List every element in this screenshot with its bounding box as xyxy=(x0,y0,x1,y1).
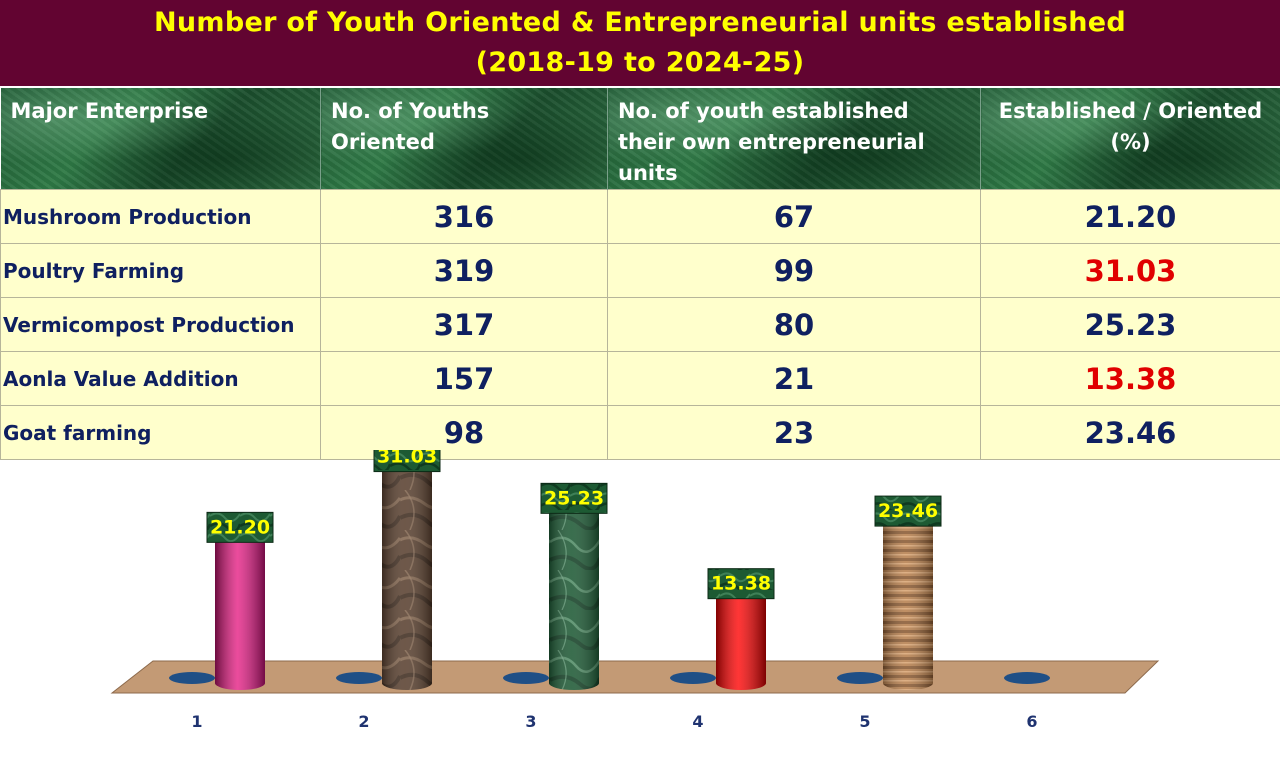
bar-shadow xyxy=(169,672,215,684)
bar-shadow xyxy=(670,672,716,684)
bar-chart: 1 21.20 2 31.03 3 25.23 4 13.38 5 23.46 6 xyxy=(110,450,1160,731)
x-tick-label: 2 xyxy=(358,712,369,731)
page-subtitle: (2018-19 to 2024-25) xyxy=(475,47,805,78)
cell-oriented: 319 xyxy=(320,243,608,298)
cell-oriented: 316 xyxy=(320,189,608,244)
chart-floor xyxy=(110,660,1160,694)
col-header-established: No. of youth established their own entre… xyxy=(607,88,981,190)
bar-shading xyxy=(215,530,265,690)
col-header-enterprise: Major Enterprise xyxy=(0,88,321,190)
table-header-row: Major Enterprise No. of Youths Oriented … xyxy=(0,88,1280,190)
cell-oriented: 98 xyxy=(320,405,608,460)
cell-enterprise: Aonla Value Addition xyxy=(0,351,321,406)
page-title: Number of Youth Oriented & Entrepreneuri… xyxy=(153,7,1127,38)
bar-shadow xyxy=(837,672,883,684)
cell-oriented: 317 xyxy=(320,297,608,352)
cell-enterprise: Mushroom Production xyxy=(0,189,321,244)
x-tick-label: 6 xyxy=(1026,712,1037,731)
cell-established: 80 xyxy=(607,297,981,352)
cell-established: 67 xyxy=(607,189,981,244)
chart-marks: 1 21.20 2 31.03 3 25.23 4 13.38 5 23.46 6 xyxy=(169,450,1050,731)
cell-enterprise: Goat farming xyxy=(0,405,321,460)
x-tick-label: 4 xyxy=(692,712,703,731)
data-label: 31.03 xyxy=(377,450,437,468)
cell-enterprise: Poultry Farming xyxy=(0,243,321,298)
table-row: Aonla Value Addition 157 21 13.38 xyxy=(0,351,1280,406)
data-label-box xyxy=(707,568,775,600)
cell-percent: 23.46 xyxy=(980,405,1280,460)
cell-established: 21 xyxy=(607,351,981,406)
data-label: 25.23 xyxy=(544,487,604,509)
cell-oriented: 157 xyxy=(320,351,608,406)
bar-shadow xyxy=(1004,672,1050,684)
bar-shading xyxy=(883,514,933,690)
x-tick-label: 5 xyxy=(859,712,870,731)
data-label-box xyxy=(540,482,608,514)
table-body: Mushroom Production 316 67 21.20 Poultry Far… xyxy=(0,189,1280,460)
table-row: Mushroom Production 316 67 21.20 xyxy=(0,189,1280,244)
x-tick-label: 3 xyxy=(525,712,536,731)
data-label: 13.38 xyxy=(711,573,771,595)
cell-percent: 31.03 xyxy=(980,243,1280,298)
table-row: Goat farming 98 23 23.46 xyxy=(0,405,1280,460)
bar-shadow xyxy=(503,672,549,684)
x-tick-label: 1 xyxy=(191,712,202,731)
bar-shading xyxy=(549,501,599,690)
cell-percent: 25.23 xyxy=(980,297,1280,352)
cell-percent: 21.20 xyxy=(980,189,1280,244)
cell-established: 23 xyxy=(607,405,981,460)
enterprise-table: Major Enterprise No. of Youths Oriented … xyxy=(0,88,1280,460)
cell-percent: 13.38 xyxy=(980,351,1280,406)
table-row: Vermicompost Production 317 80 25.23 xyxy=(0,297,1280,352)
col-header-percent: Established / Oriented (%) xyxy=(980,88,1280,190)
bar-shading xyxy=(382,459,432,690)
cell-established: 99 xyxy=(607,243,981,298)
data-label: 21.20 xyxy=(210,516,270,538)
table-row: Poultry Farming 319 99 31.03 xyxy=(0,243,1280,298)
data-label: 23.46 xyxy=(878,500,938,522)
bar-shadow xyxy=(336,672,382,684)
data-label-box xyxy=(206,511,274,543)
data-label-box xyxy=(874,495,942,527)
title-bar: Number of Youth Oriented & Entrepreneuri… xyxy=(0,0,1280,86)
col-header-oriented: No. of Youths Oriented xyxy=(320,88,608,190)
cell-enterprise: Vermicompost Production xyxy=(0,297,321,352)
data-label-box xyxy=(373,450,441,473)
bar-shading xyxy=(716,586,766,690)
